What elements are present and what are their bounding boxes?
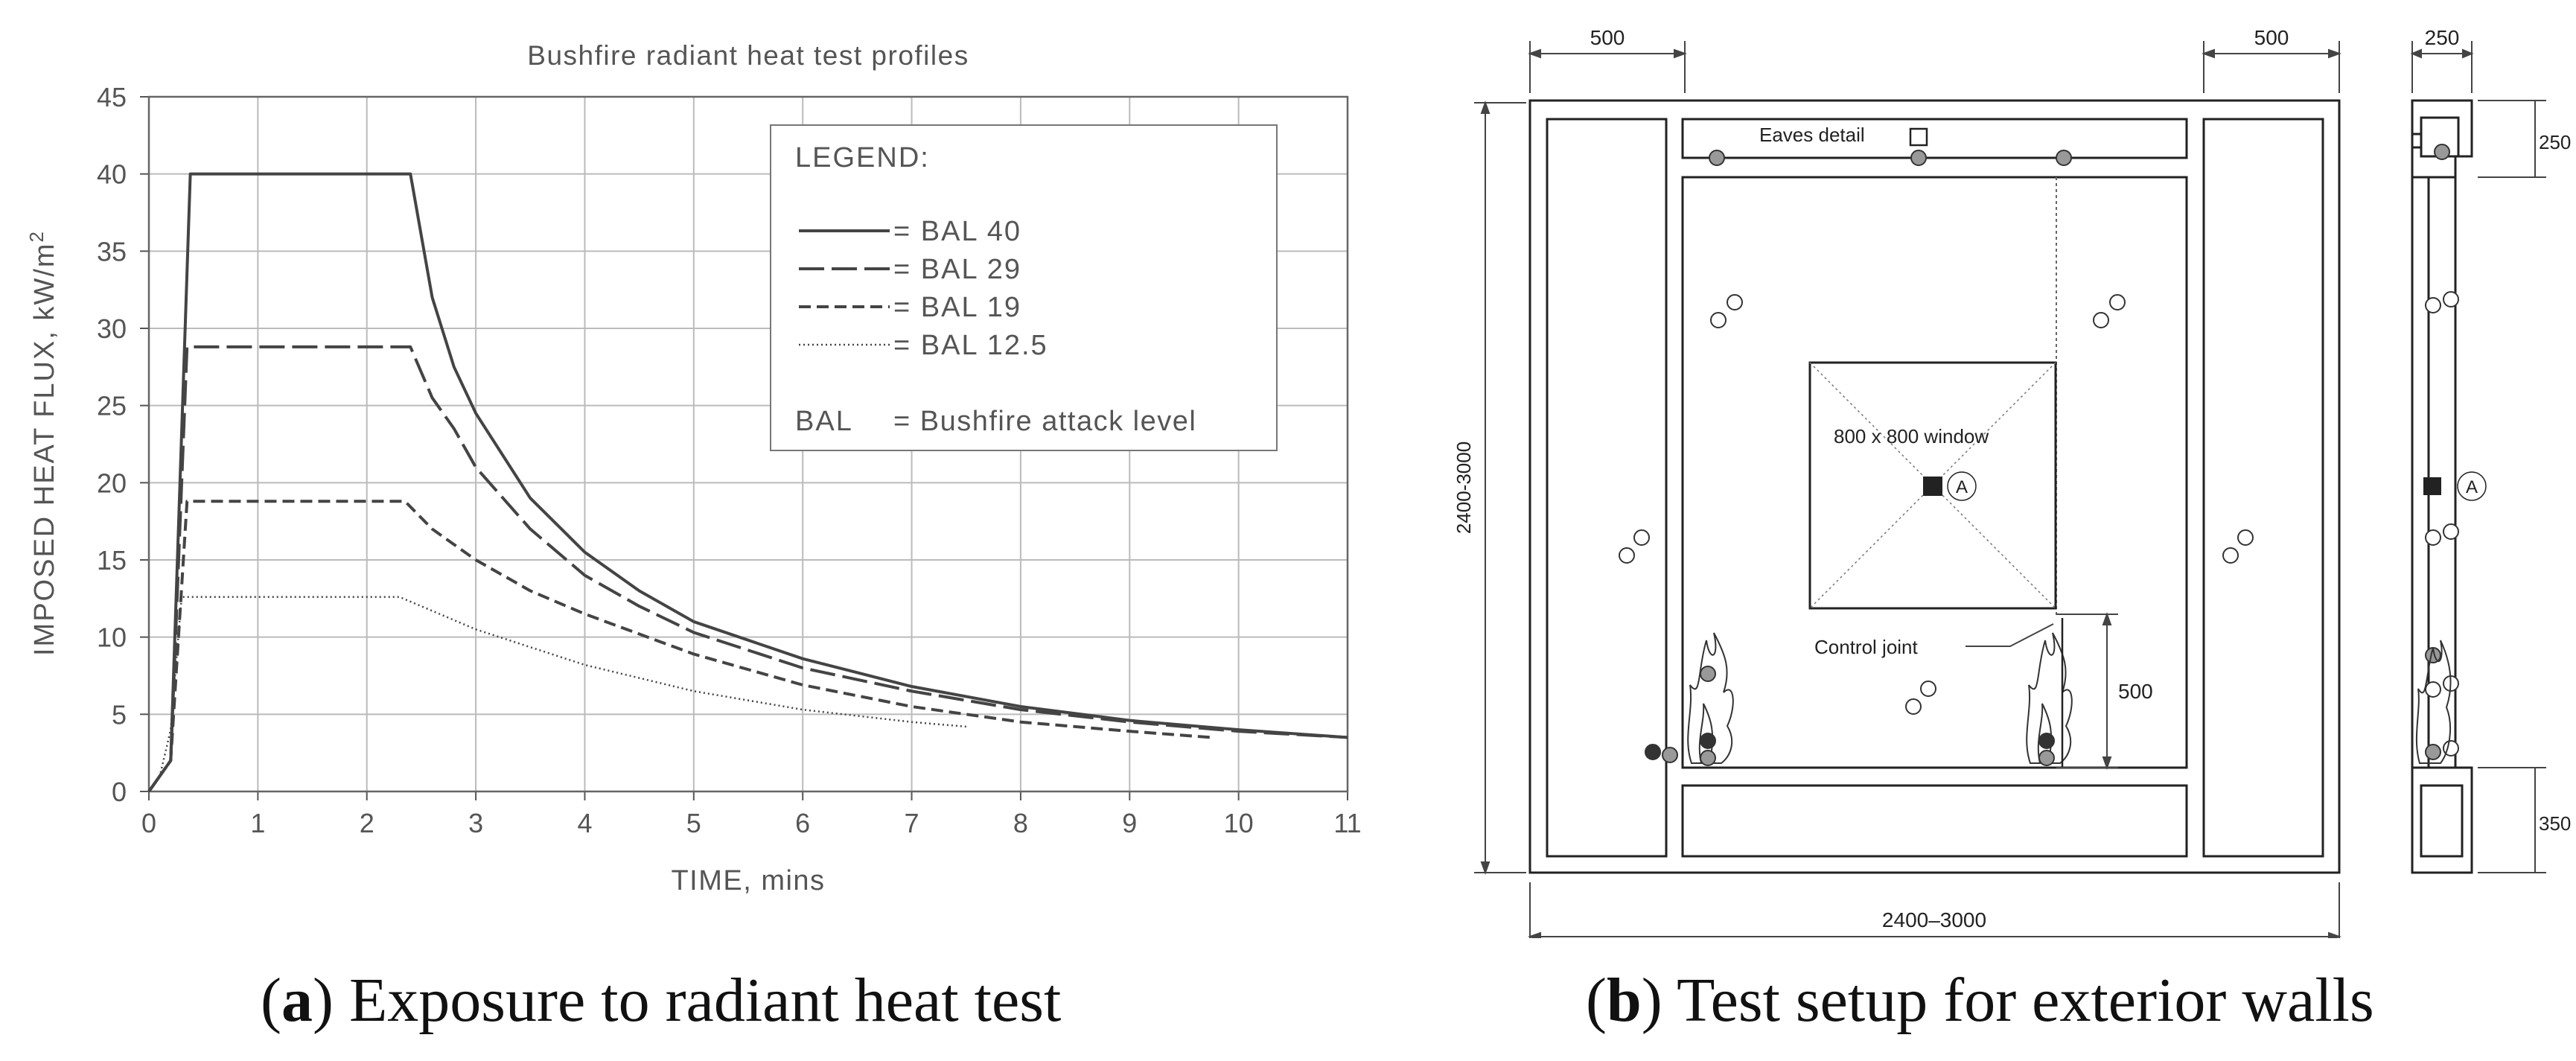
x-tick-label: 10: [1224, 808, 1254, 838]
x-tick-label: 0: [141, 808, 156, 838]
x-tick-label: 1: [250, 808, 265, 838]
open-sensors: [1619, 294, 2254, 715]
legend-note-key: BAL: [795, 406, 853, 437]
legend-entry-1: = BAL 29: [893, 254, 1021, 285]
panel-a-radiant-heat-chart: 0 1 2 3 4 5 6 7 8 9 10 11 0 5 10 15 20 25 30 35 40 45 Bushfir…: [25, 40, 1362, 1035]
dim-250-side: 250: [2539, 131, 2571, 153]
marker-a-circle: [1947, 471, 1977, 501]
legend-entry-0: = BAL 40: [893, 216, 1021, 247]
plot-frame: [147, 95, 1349, 793]
y-axis-label: IMPOSED HEAT FLUX, kW/m2: [25, 230, 60, 656]
x-tick-label: 3: [468, 808, 483, 838]
chart-title: Bushfire radiant heat test profiles: [527, 40, 969, 71]
wall-frame: [1528, 99, 2341, 874]
panel-a-caption-label: a: [281, 966, 313, 1035]
y-tick-label: 10: [97, 622, 127, 653]
eaves-sensors: [1709, 150, 2072, 166]
y-tick-label: 15: [97, 545, 127, 576]
chart-legend: LEGEND: = BAL 40 = BAL 29 = BAL 19 = BAL 12…: [770, 124, 1278, 451]
side-sensors: [2425, 144, 2459, 760]
window-label: 800 x 800 window: [1834, 425, 1989, 447]
wall-test-diagram: 500 500 250 2400-3000 2400–3000 Eaves de…: [1453, 26, 2571, 942]
height-dimension: [1474, 101, 1526, 875]
x-tick-label: 5: [686, 808, 701, 838]
left-panel: [1546, 118, 1668, 858]
marker-a: A: [1956, 477, 1968, 497]
test-area: [1681, 176, 2188, 769]
legend-note-value: = Bushfire attack level: [893, 406, 1196, 437]
y-tick-label: 35: [97, 236, 127, 267]
window-center-sensor: [1923, 477, 1942, 496]
x-tick-label: 6: [795, 808, 810, 838]
y-tick-label: 25: [97, 391, 127, 421]
x-tick-label: 8: [1013, 808, 1028, 838]
dim-500-right: 500: [2254, 26, 2289, 49]
panel-b-wall-test-setup: 500 500 250 2400-3000 2400–3000 Eaves de…: [1415, 0, 2576, 1061]
x-tick-label: 11: [1333, 808, 1361, 838]
marker-a-side: A: [2466, 477, 2478, 497]
y-tick-label: 0: [112, 777, 127, 807]
legend-entry-2: = BAL 19: [893, 292, 1021, 323]
dim-500-joint: 500: [2118, 680, 2153, 703]
side-section: [2411, 99, 2473, 874]
x-axis-label: TIME, mins: [671, 865, 825, 896]
side-dimensions: [2478, 100, 2546, 873]
y-tick-label: 40: [97, 159, 127, 190]
marker-a-side-circle: [2457, 471, 2487, 501]
flame-sensors: [1645, 666, 2055, 766]
series-line-0: [147, 172, 1348, 793]
panel-b-caption: (b) Test setup for exterior walls: [1586, 966, 2374, 1035]
y-tick-label: 20: [97, 468, 127, 498]
side-center-sensor: [2423, 477, 2441, 495]
dim-250-top: 250: [2425, 26, 2460, 49]
series-line-3: [147, 596, 966, 792]
series-line-1: [147, 345, 1348, 793]
chart-series: [147, 172, 1348, 793]
eaves-detail-square: [1909, 127, 1928, 147]
window-frame: [1808, 361, 2057, 610]
control-joint-leader: [1966, 623, 2054, 647]
x-tick-label: 2: [360, 808, 374, 838]
joint-dimension: [2056, 612, 2118, 770]
top-dimensions: [1528, 41, 2474, 93]
panel-b-caption-text: Test setup for exterior walls: [1677, 966, 2374, 1035]
bottom-strip: [1681, 784, 2188, 858]
y-tick-label: 5: [112, 699, 127, 730]
panel-a-caption: (a) Exposure to radiant heat test: [261, 966, 1062, 1035]
dim-width: 2400–3000: [1882, 908, 1986, 931]
legend-title: LEGEND:: [795, 142, 930, 173]
eaves-label: Eaves detail: [1759, 124, 1865, 146]
dim-height: 2400-3000: [1453, 442, 1475, 534]
series-line-2: [147, 500, 1212, 793]
panel-a-caption-text: Exposure to radiant heat test: [348, 966, 1062, 1035]
side-flame: [2415, 640, 2452, 764]
x-tick-label: 4: [577, 808, 592, 838]
dim-500-left: 500: [1590, 26, 1625, 49]
panel-b-caption-label: b: [1606, 966, 1642, 1035]
x-tick-label: 9: [1122, 808, 1137, 838]
legend-entry-3: = BAL 12.5: [893, 330, 1048, 361]
y-axis-label-superscript: 2: [25, 230, 48, 242]
eaves-strip: [1681, 118, 2188, 159]
right-panel: [2202, 118, 2324, 858]
x-tick-label: 7: [905, 808, 919, 838]
y-tick-label: 30: [97, 313, 127, 344]
control-joint-label: Control joint: [1814, 636, 1919, 658]
dim-350-side: 350: [2539, 812, 2571, 835]
y-tick-label: 45: [97, 82, 127, 112]
